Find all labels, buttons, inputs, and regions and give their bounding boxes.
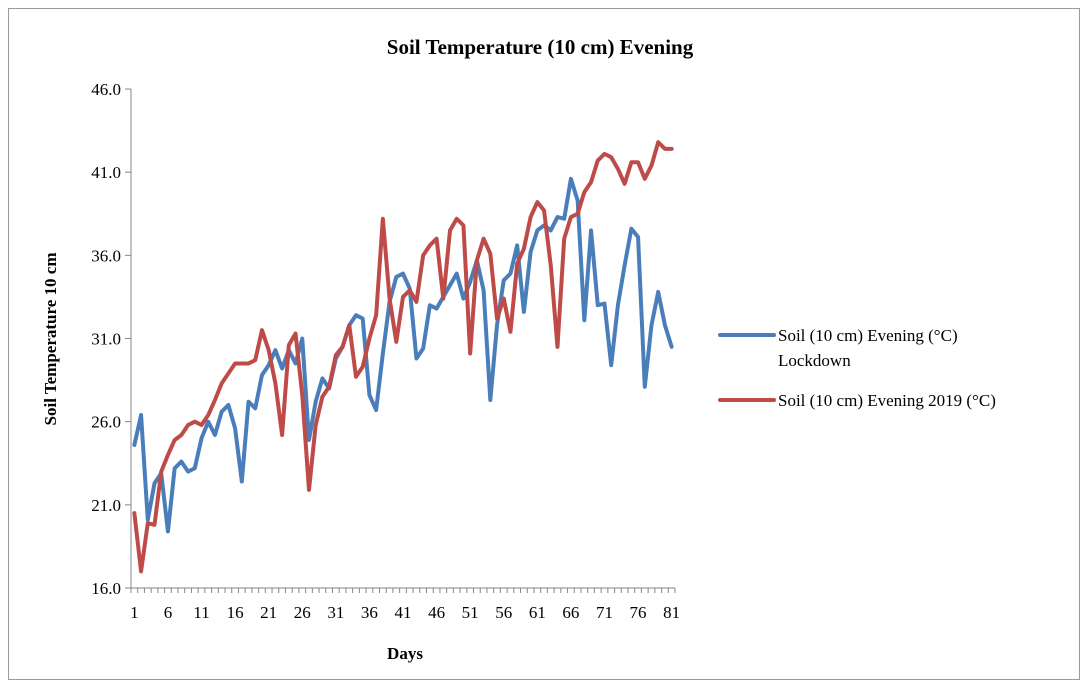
x-tick-label: 71 (596, 603, 613, 622)
y-tick-label: 31.0 (91, 330, 121, 349)
legend-label-1: Soil (10 cm) Evening (°C) Lockdown (778, 326, 958, 370)
legend: Soil (10 cm) Evening (°C) Lockdown Soil (1… (718, 326, 996, 410)
series-line-1 (132, 176, 674, 534)
legend-label-2: Soil (10 cm) Evening 2019 (°C) (778, 391, 996, 410)
chart-area (8, 8, 1080, 680)
y-axis-title: Soil Temperature 10 cm (41, 253, 60, 426)
y-tick-label: 46.0 (91, 80, 121, 99)
x-tick-label: 26 (294, 603, 311, 622)
series-lines (132, 140, 674, 574)
x-tick-label: 1 (130, 603, 139, 622)
series-line-2 (132, 140, 674, 574)
x-tick-label: 41 (395, 603, 412, 622)
y-tick-label: 41.0 (91, 163, 121, 182)
x-tick-label: 81 (663, 603, 680, 622)
x-tick-label: 16 (227, 603, 244, 622)
y-tick-label: 26.0 (91, 413, 121, 432)
x-tick-label: 11 (193, 603, 209, 622)
chart-title: Soil Temperature (10 cm) Evening (387, 35, 694, 59)
x-tick-label: 36 (361, 603, 378, 622)
x-tick-label: 51 (462, 603, 479, 622)
x-tick-label: 46 (428, 603, 445, 622)
y-tick-label: 21.0 (91, 496, 121, 515)
x-tick-label: 31 (327, 603, 344, 622)
x-tick-label: 76 (630, 603, 647, 622)
y-tick-label: 36.0 (91, 246, 121, 265)
x-tick-label: 56 (495, 603, 512, 622)
x-tick-label: 21 (260, 603, 277, 622)
axes: 16.021.026.031.036.041.046.01 6 11 16 21 26 31… (91, 80, 680, 622)
x-tick-label: 66 (562, 603, 579, 622)
x-axis-title: Days (387, 644, 423, 663)
x-tick-label: 6 (164, 603, 173, 622)
y-tick-label: 16.0 (91, 579, 121, 598)
x-tick-label: 61 (529, 603, 546, 622)
